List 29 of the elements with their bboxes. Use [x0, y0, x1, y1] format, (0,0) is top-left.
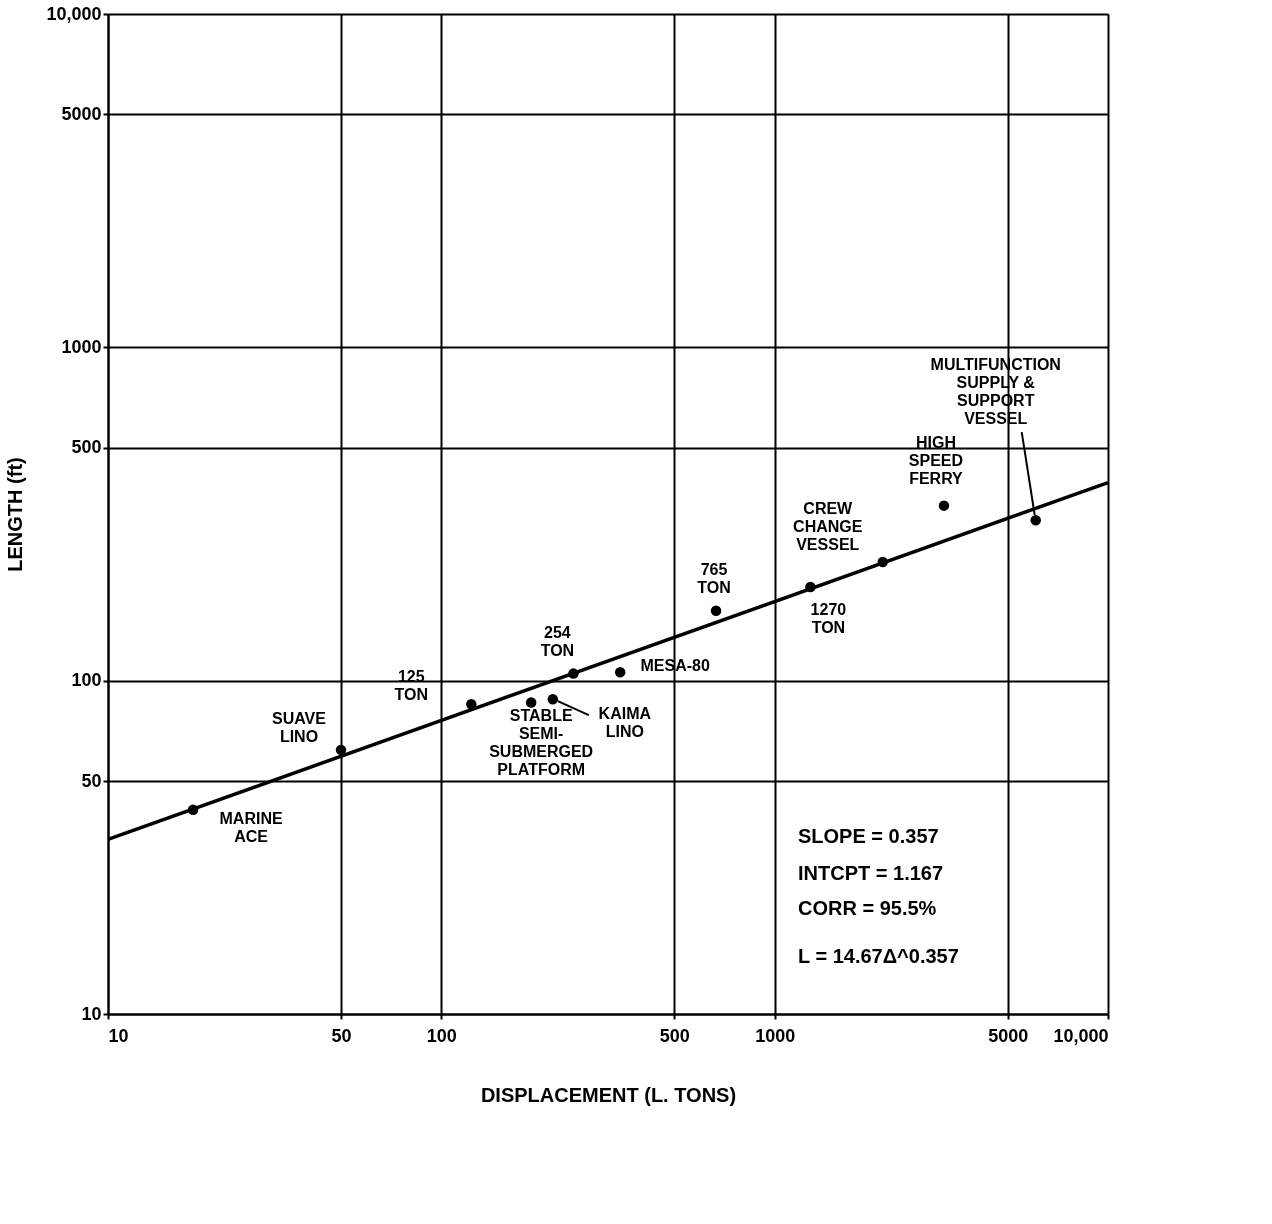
annotation: SLOPE = 0.357 [798, 825, 939, 847]
y-tick-label: 5000 [61, 103, 102, 124]
x-axis-title: DISPLACEMENT (L. TONS) [480, 1083, 737, 1106]
y-tick-label: 100 [71, 670, 102, 691]
y-tick-label: 1000 [61, 336, 102, 357]
y-tick-label: 10 [81, 1003, 102, 1024]
annotation: STABLE SEMI- SUBMERGED PLATFORM [489, 706, 594, 778]
x-tick-label: 10,000 [1053, 1025, 1109, 1046]
annotation: MARINE ACE [219, 809, 283, 845]
annotation: 765 TON [697, 560, 731, 596]
x-tick-label: 50 [331, 1025, 352, 1046]
y-axis-title: LENGTH (ft) [4, 457, 27, 572]
y-tick-label: 10,000 [46, 3, 102, 24]
annotation: CORR = 95.5% [798, 897, 937, 919]
annotation: SUAVE LINO [272, 709, 327, 745]
x-tick-label: 500 [659, 1025, 690, 1046]
annotation: L = 14.67Δ^0.357 [798, 945, 959, 967]
y-tick-label: 500 [71, 437, 102, 458]
annotation: 1270 TON [810, 600, 847, 636]
annotation: INTCPT = 1.167 [798, 862, 944, 884]
x-tick-label: 1000 [755, 1025, 796, 1046]
x-tick-label: 5000 [988, 1025, 1029, 1046]
annotation: HIGH SPEED FERRY [908, 433, 964, 487]
annotation: 254 TON [540, 623, 575, 659]
y-tick-label: 50 [81, 770, 102, 791]
annotation: KAIMA LINO [598, 705, 652, 741]
annotation: CREW CHANGE VESSEL [793, 499, 863, 553]
x-tick-label: 100 [426, 1025, 457, 1046]
x-tick-label: 10 [108, 1025, 129, 1046]
